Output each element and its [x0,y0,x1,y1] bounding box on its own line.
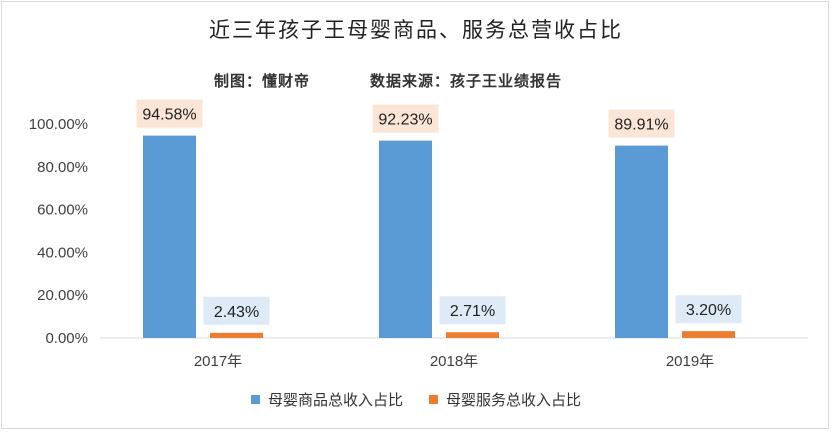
chart-title: 近三年孩子王母婴商品、服务总营收占比 [209,18,623,42]
chart-credit: 制图：懂财帝 [214,72,311,90]
legend-item-series2: 母婴服务总收入占比 [429,389,581,410]
y-tick-label: 20.00% [37,287,88,304]
x-tick-label: 2018年 [430,353,478,370]
legend-swatch-series1 [250,395,260,404]
bar-services [682,331,735,338]
data-label-bg [372,104,439,133]
x-tick-label: 2017年 [194,353,242,370]
data-label: 94.58% [142,107,196,124]
chart-source: 数据来源：孩子王业绩报告 [370,72,563,90]
y-tick-label: 60.00% [37,202,88,219]
y-tick-label: 0.00% [45,330,88,347]
chart-legend: 母婴商品总收入占比 母婴服务总收入占比 [0,389,832,410]
legend-label-series1: 母婴商品总收入占比 [267,391,403,409]
y-tick-label: 100.00% [29,116,88,133]
data-label: 89.91% [614,117,668,134]
y-tick-label: 40.00% [37,244,88,261]
bar-services [210,332,263,338]
bar-goods [379,140,432,338]
data-label: 92.23% [378,112,432,129]
data-label: 2.43% [214,304,259,321]
data-label-bg [608,109,675,138]
data-label-bg [203,296,270,325]
data-label: 3.20% [686,302,731,319]
legend-swatch-series2 [429,395,438,404]
data-label-bg [675,295,742,324]
x-tick-label: 2019年 [666,353,714,370]
bar-goods [143,135,196,338]
data-label: 2.71% [450,303,495,320]
legend-item-series1: 母婴商品总收入占比 [250,389,403,410]
bar-services [446,332,499,338]
y-tick-label: 80.00% [37,159,88,176]
legend-label-series2: 母婴服务总收入占比 [446,391,582,409]
data-label-bg [439,296,506,325]
data-label-bg [136,99,203,128]
bar-goods [615,145,668,338]
